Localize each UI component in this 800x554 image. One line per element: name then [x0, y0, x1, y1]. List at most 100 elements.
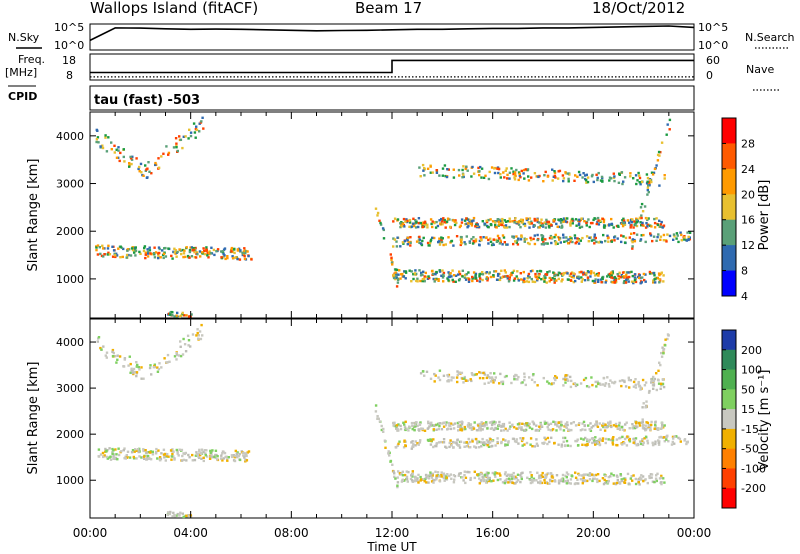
colorbar-tick-label: 16: [741, 214, 755, 227]
data-cell: [540, 234, 543, 237]
data-cell: [435, 478, 438, 481]
data-cell: [578, 473, 581, 477]
data-cell: [122, 449, 125, 452]
data-cell: [438, 243, 442, 246]
data-cell: [243, 247, 246, 250]
data-cell: [419, 221, 422, 225]
data-cell: [594, 236, 597, 240]
data-cell: [433, 372, 436, 376]
data-cell: [131, 155, 134, 158]
data-cell: [604, 281, 607, 284]
data-cell: [624, 281, 628, 284]
data-cell: [174, 137, 178, 140]
data-cell: [495, 226, 498, 229]
data-cell: [631, 423, 634, 426]
data-cell: [526, 168, 530, 171]
data-cell: [497, 423, 501, 427]
data-cell: [133, 450, 136, 453]
data-cell: [582, 172, 585, 175]
data-cell: [380, 428, 383, 432]
data-cell: [603, 478, 606, 482]
data-cell: [399, 277, 402, 280]
data-cell: [482, 441, 485, 445]
data-cell: [434, 374, 437, 377]
data-cell: [551, 473, 554, 477]
data-cell: [402, 421, 405, 424]
data-cell: [594, 278, 597, 281]
data-cell: [598, 422, 601, 425]
data-cell: [483, 473, 486, 477]
data-cell: [116, 458, 119, 461]
data-cell: [660, 141, 664, 144]
data-cell: [475, 373, 478, 376]
data-cell: [466, 226, 469, 229]
data-cell: [532, 421, 535, 425]
data-cell: [435, 423, 438, 427]
data-cell: [625, 271, 629, 274]
data-cell: [519, 238, 523, 241]
data-cell: [384, 446, 387, 449]
data-cell: [615, 438, 619, 441]
data-cell: [171, 515, 174, 518]
data-cell: [496, 167, 499, 170]
data-cell: [549, 234, 553, 238]
data-cell: [507, 280, 511, 283]
data-cell: [159, 457, 163, 461]
data-cell: [578, 219, 581, 223]
x-tick-label: 12:00: [375, 526, 410, 540]
data-cell: [482, 371, 485, 375]
data-cell: [155, 447, 158, 451]
data-cell: [571, 240, 574, 244]
data-cell: [555, 222, 558, 226]
data-cell: [231, 255, 234, 258]
data-cell: [112, 249, 116, 252]
data-cell: [573, 179, 576, 182]
data-cell: [507, 481, 510, 484]
data-cell: [162, 453, 166, 456]
data-cell: [468, 426, 472, 430]
data-cell: [158, 456, 162, 459]
data-cell: [494, 238, 498, 242]
data-cell: [435, 474, 438, 477]
data-cell: [585, 181, 588, 184]
data-cell: [451, 278, 454, 282]
data-cell: [481, 220, 484, 223]
data-cell: [666, 337, 669, 341]
data-cell: [506, 443, 509, 447]
data-cell: [209, 451, 212, 454]
data-cell: [405, 218, 408, 221]
data-cell: [541, 237, 544, 240]
data-cell: [449, 427, 453, 431]
data-cell: [558, 238, 561, 241]
data-cell: [420, 271, 423, 275]
data-cell: [632, 232, 636, 235]
data-cell: [601, 217, 604, 221]
data-cell: [117, 149, 120, 152]
data-cell: [138, 165, 141, 169]
data-cell: [557, 421, 561, 424]
data-cell: [170, 458, 173, 461]
data-cell: [447, 375, 450, 378]
data-cell: [524, 424, 527, 427]
data-cell: [530, 475, 533, 479]
data-cell: [650, 423, 653, 427]
data-cell: [176, 512, 179, 516]
data-cell: [246, 451, 249, 454]
data-cell: [525, 441, 529, 445]
data-cell: [625, 278, 628, 281]
data-cell: [160, 155, 163, 158]
data-cell: [625, 276, 629, 279]
data-cell: [492, 243, 495, 246]
data-cell: [564, 381, 567, 384]
data-cell: [428, 241, 432, 245]
data-cell: [111, 447, 114, 451]
data-cell: [616, 475, 619, 479]
data-cell: [638, 422, 641, 425]
data-cell: [195, 453, 199, 456]
data-cell: [481, 428, 484, 431]
data-cell: [577, 275, 580, 278]
data-cell: [107, 244, 110, 247]
data-cell: [597, 241, 600, 244]
data-cell: [484, 442, 487, 445]
data-cell: [172, 511, 175, 515]
